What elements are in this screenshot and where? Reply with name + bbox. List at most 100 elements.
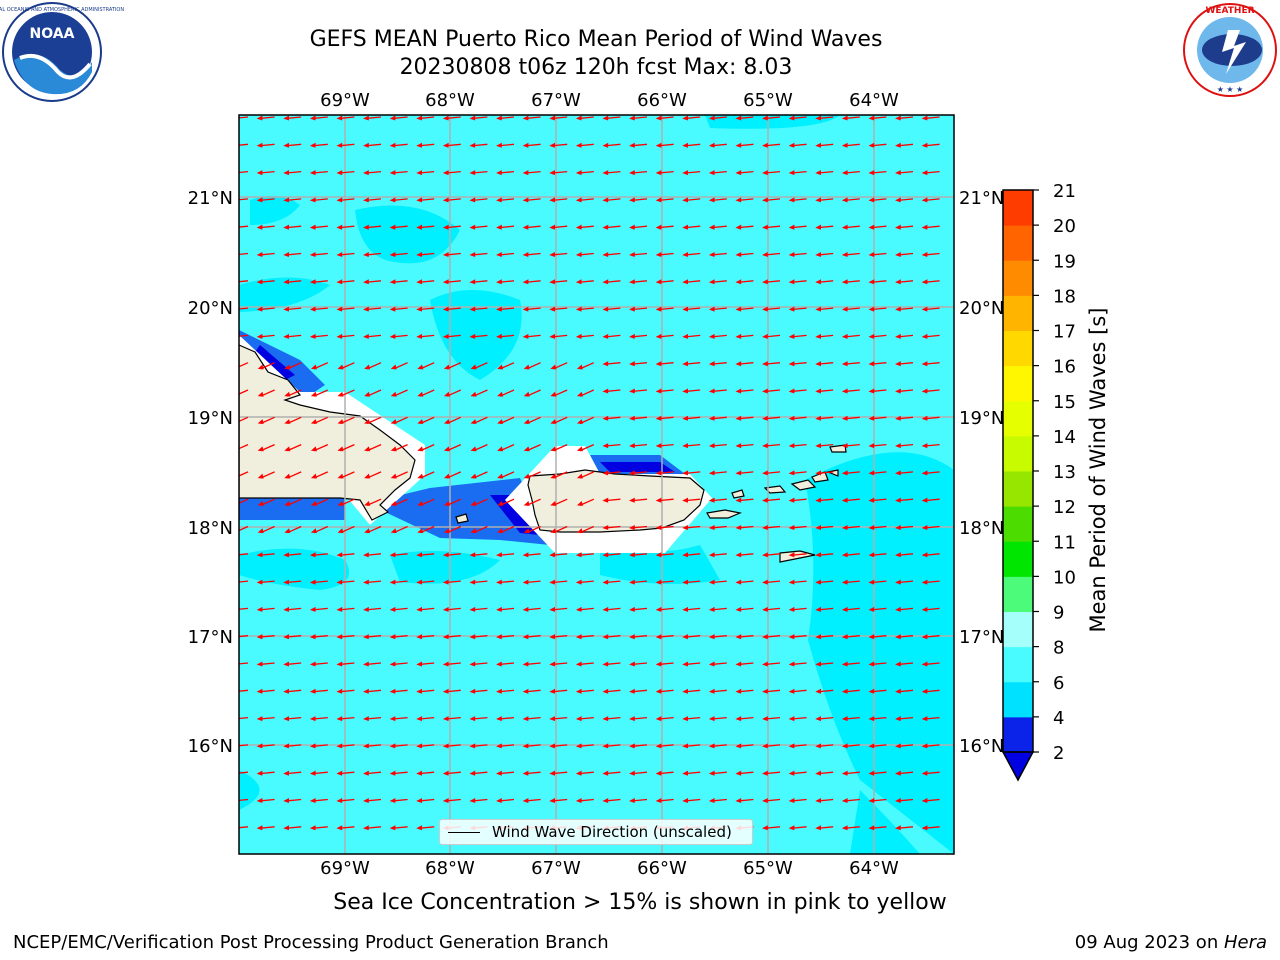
wind-arrow [443, 362, 462, 370]
wind-arrow [442, 306, 461, 312]
lon-labels-top: 69°W 68°W 67°W 66°W 65°W 64°W [320, 90, 899, 111]
wind-arrow [895, 361, 914, 367]
wind-arrow [895, 524, 914, 530]
wind-arrow [469, 770, 488, 776]
lon-label-bottom: 65°W [743, 858, 793, 879]
wind-arrow [310, 416, 329, 425]
wind-arrow [283, 661, 302, 667]
wind-arrow [417, 471, 435, 479]
wind-arrow [735, 743, 754, 749]
wind-arrow [257, 525, 275, 534]
colorbar-segment [1003, 260, 1033, 296]
wind-arrow [336, 770, 355, 776]
wind-arrow [310, 498, 329, 506]
wind-arrow [389, 661, 408, 667]
wind-arrow [655, 361, 674, 367]
wind-arrow [549, 170, 568, 176]
wind-arrow [682, 388, 701, 394]
wind-arrow [283, 688, 302, 694]
wind-arrow [655, 251, 674, 257]
wind-arrow [602, 142, 621, 148]
wind-arrow [363, 224, 382, 230]
wind-arrow [239, 307, 249, 310]
wind-arrow [364, 525, 382, 534]
wind-arrow [239, 444, 249, 450]
lat-label-left: 17°N [188, 627, 233, 648]
wind-arrow [682, 142, 701, 148]
wind-arrow [629, 606, 648, 612]
wind-arrow [602, 306, 621, 312]
wind-arrow [602, 333, 621, 339]
wind-arrow [310, 525, 329, 534]
wind-arrow [815, 661, 834, 667]
wind-arrow [895, 197, 914, 203]
wind-arrow [602, 388, 621, 394]
wind-arrow [788, 688, 807, 694]
map-frame [238, 114, 955, 855]
wind-arrow [523, 362, 541, 370]
wind-arrow [496, 606, 515, 612]
wind-arrow [336, 825, 355, 831]
wind-arrow [629, 142, 648, 148]
wind-arrow [336, 251, 355, 257]
wind-arrow [239, 334, 249, 337]
svg-text:★ ★ ★: ★ ★ ★ [1217, 85, 1244, 94]
wind-arrow [655, 388, 674, 394]
wind-arrow [336, 142, 355, 148]
colorbar-tick-label: 16 [1053, 357, 1076, 378]
wind-arrow [762, 251, 781, 257]
wind-arrow [417, 498, 435, 506]
wind-arrow [256, 170, 275, 176]
lon-label-top: 64°W [849, 90, 899, 111]
wind-arrow [336, 306, 355, 312]
wind-arrow [336, 197, 355, 203]
wind-arrow [442, 197, 461, 203]
culebra-island [731, 489, 745, 499]
wind-arrow [735, 197, 754, 203]
wind-arrow [336, 333, 355, 339]
wind-arrow [442, 743, 461, 749]
wind-arrow [815, 579, 834, 585]
wind-arrow [682, 661, 701, 667]
wind-arrow [256, 115, 275, 121]
wind-arrow [363, 115, 382, 121]
wind-arrow [921, 661, 940, 667]
wind-arrow [735, 170, 754, 176]
wind-arrow [442, 634, 461, 640]
wind-arrow [389, 797, 408, 803]
wind-arrow [868, 770, 887, 776]
lon-label-top: 65°W [743, 90, 793, 111]
wind-arrow [497, 498, 515, 506]
wind-arrow [309, 579, 328, 585]
wind-arrow [575, 688, 594, 694]
wind-arrow [815, 251, 834, 257]
wind-arrow [788, 443, 807, 449]
wind-arrow [868, 470, 887, 476]
wind-arrow [629, 361, 648, 367]
wind-arrow [389, 170, 408, 176]
wind-arrow [309, 606, 328, 612]
wind-arrow [549, 770, 568, 776]
wind-arrow [868, 251, 887, 257]
wind-arrow [895, 279, 914, 285]
wind-arrow [815, 306, 834, 312]
colorbar [1001, 189, 1035, 782]
wind-arrow [895, 170, 914, 176]
wind-arrow [522, 716, 541, 722]
wind-arrow [629, 306, 648, 312]
wind-arrow [575, 333, 594, 339]
wind-arrow [655, 333, 674, 339]
wind-arrow [762, 388, 781, 394]
wind-arrow [309, 333, 328, 339]
vieques-island [706, 509, 743, 519]
wind-arrow [576, 389, 595, 397]
wind-arrow [389, 770, 408, 776]
wind-arrow [239, 362, 249, 368]
wind-arrow [336, 579, 355, 585]
wind-arrow [788, 497, 807, 503]
wind-arrow [389, 115, 408, 121]
wind-arrow [336, 279, 355, 285]
wind-arrow [841, 279, 860, 285]
wind-arrow [762, 797, 781, 803]
wind-arrow [841, 797, 860, 803]
